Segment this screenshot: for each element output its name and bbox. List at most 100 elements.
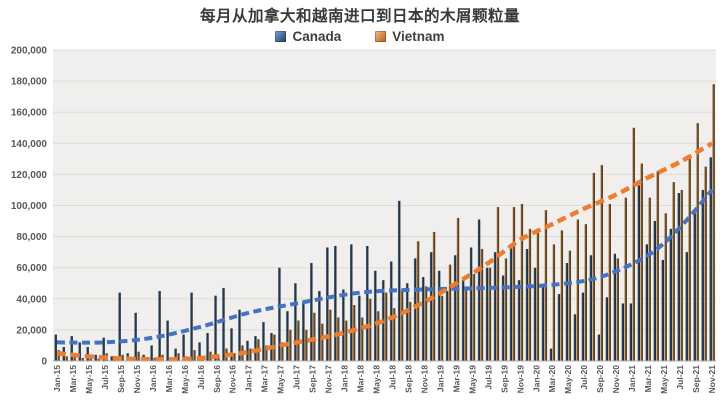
x-tick-label: Sep-15 [116, 365, 126, 393]
bar-canada [70, 336, 73, 361]
bar-vietnam [328, 309, 332, 361]
bar-canada [78, 342, 81, 361]
bar-vietnam [81, 357, 84, 361]
bar-vietnam [520, 203, 524, 361]
bar-canada [677, 193, 680, 361]
bar-canada [262, 322, 265, 361]
bar-vietnam [648, 197, 651, 361]
bar-canada [278, 267, 281, 361]
bar-vietnam [408, 301, 412, 361]
bar-vietnam [384, 292, 388, 361]
bar-vietnam [177, 353, 180, 361]
bar-canada [341, 289, 345, 361]
bar-vietnam [312, 312, 316, 361]
y-tick-label: 200,000 [11, 46, 48, 57]
bar-canada [629, 303, 633, 361]
y-tick-label: 140,000 [11, 139, 48, 150]
bar-canada [541, 286, 545, 361]
y-tick-label: 100,000 [11, 201, 48, 212]
vietnam-legend-swatch-icon [375, 31, 387, 42]
bar-canada [485, 267, 489, 361]
bar-vietnam [464, 286, 468, 361]
bar-canada [429, 252, 433, 361]
x-tick-label: May-21 [659, 365, 669, 394]
bar-canada [405, 283, 409, 361]
bar-vietnam [528, 228, 532, 361]
x-tick-label: Sep-21 [691, 365, 701, 393]
bar-vietnam [344, 320, 348, 361]
bar-vietnam [472, 273, 476, 361]
x-tick-label: Nov-16 [228, 365, 238, 394]
bar-vietnam [97, 358, 100, 361]
bar-vietnam [568, 250, 572, 361]
bar-canada [605, 297, 609, 361]
bar-canada [685, 252, 688, 361]
bar-canada [310, 263, 313, 361]
bar-canada [246, 340, 249, 361]
bar-canada [198, 342, 201, 361]
bar-vietnam [368, 298, 372, 361]
bar-canada [318, 291, 321, 361]
bar-vietnam [137, 351, 140, 361]
bar-canada [461, 280, 465, 361]
bar-vietnam [640, 163, 643, 361]
x-tick-label: Mar-20 [547, 365, 557, 393]
bar-canada [118, 292, 121, 361]
bar-vietnam [696, 123, 699, 362]
bar-canada [693, 213, 696, 361]
y-tick-label: 180,000 [11, 77, 48, 88]
bar-canada [230, 328, 233, 361]
bar-vietnam [320, 323, 324, 361]
x-tick-label: Jan-18 [340, 365, 350, 392]
bar-canada [158, 291, 161, 361]
bar-vietnam [233, 353, 236, 361]
bar-vietnam [592, 172, 595, 361]
bar-canada [174, 348, 177, 361]
bar-canada [286, 311, 289, 361]
bar-vietnam [249, 348, 252, 361]
legend-label-vietnam: Vietnam [392, 29, 445, 44]
x-tick-label: Nov-18 [419, 365, 429, 394]
y-tick-label: 60,000 [16, 263, 47, 274]
y-tick-label: 40,000 [16, 294, 47, 305]
bar-vietnam [608, 203, 611, 361]
x-tick-label: May-18 [372, 365, 382, 394]
x-tick-label: Nov-21 [707, 365, 717, 394]
x-tick-label: Sep-17 [308, 365, 318, 393]
bar-canada [653, 221, 656, 361]
y-tick-label: 120,000 [11, 170, 48, 181]
bar-canada [294, 283, 297, 361]
bar-canada [357, 295, 361, 361]
chart-title: 每月从加拿大和越南进口到日本的木屑颗粒量 [199, 8, 520, 25]
bar-canada [86, 347, 89, 361]
y-tick-label: 0 [41, 357, 47, 368]
bar-vietnam [616, 258, 619, 361]
x-tick-label: Sep-20 [595, 365, 605, 393]
y-axis-labels: 0 20,000 40,000 60,000 80,000 100,000 120,000 1… [11, 46, 48, 368]
bar-vietnam [560, 230, 564, 361]
bar-vietnam [193, 350, 196, 361]
bar-canada [645, 244, 649, 361]
x-tick-label: Nov-15 [132, 365, 142, 394]
bar-canada [349, 244, 353, 361]
bar-canada [533, 267, 537, 361]
bar-canada [525, 249, 529, 361]
bar-canada [325, 247, 329, 361]
x-tick-label: May-16 [180, 365, 190, 394]
bar-canada [54, 334, 57, 361]
x-axis-labels: Jan-15 Mar-15 May-15 Jul-15 Sep-15 Nov-15 Jan-… [52, 365, 717, 394]
x-tick-label: Mar-16 [164, 365, 174, 393]
gridlines [53, 49, 716, 331]
bar-vietnam [448, 264, 452, 361]
bar-canada [661, 259, 664, 361]
bar-vietnam [336, 317, 340, 361]
legend: Canada Vietnam [0, 29, 720, 44]
x-tick-label: Jul-15 [100, 365, 110, 390]
x-tick-label: Mar-15 [68, 365, 78, 393]
bar-canada [302, 301, 305, 361]
x-tick-label: Jul-16 [196, 365, 206, 390]
bar-vietnam [264, 345, 268, 361]
bar-canada [573, 314, 577, 361]
bar-canada [238, 309, 241, 361]
